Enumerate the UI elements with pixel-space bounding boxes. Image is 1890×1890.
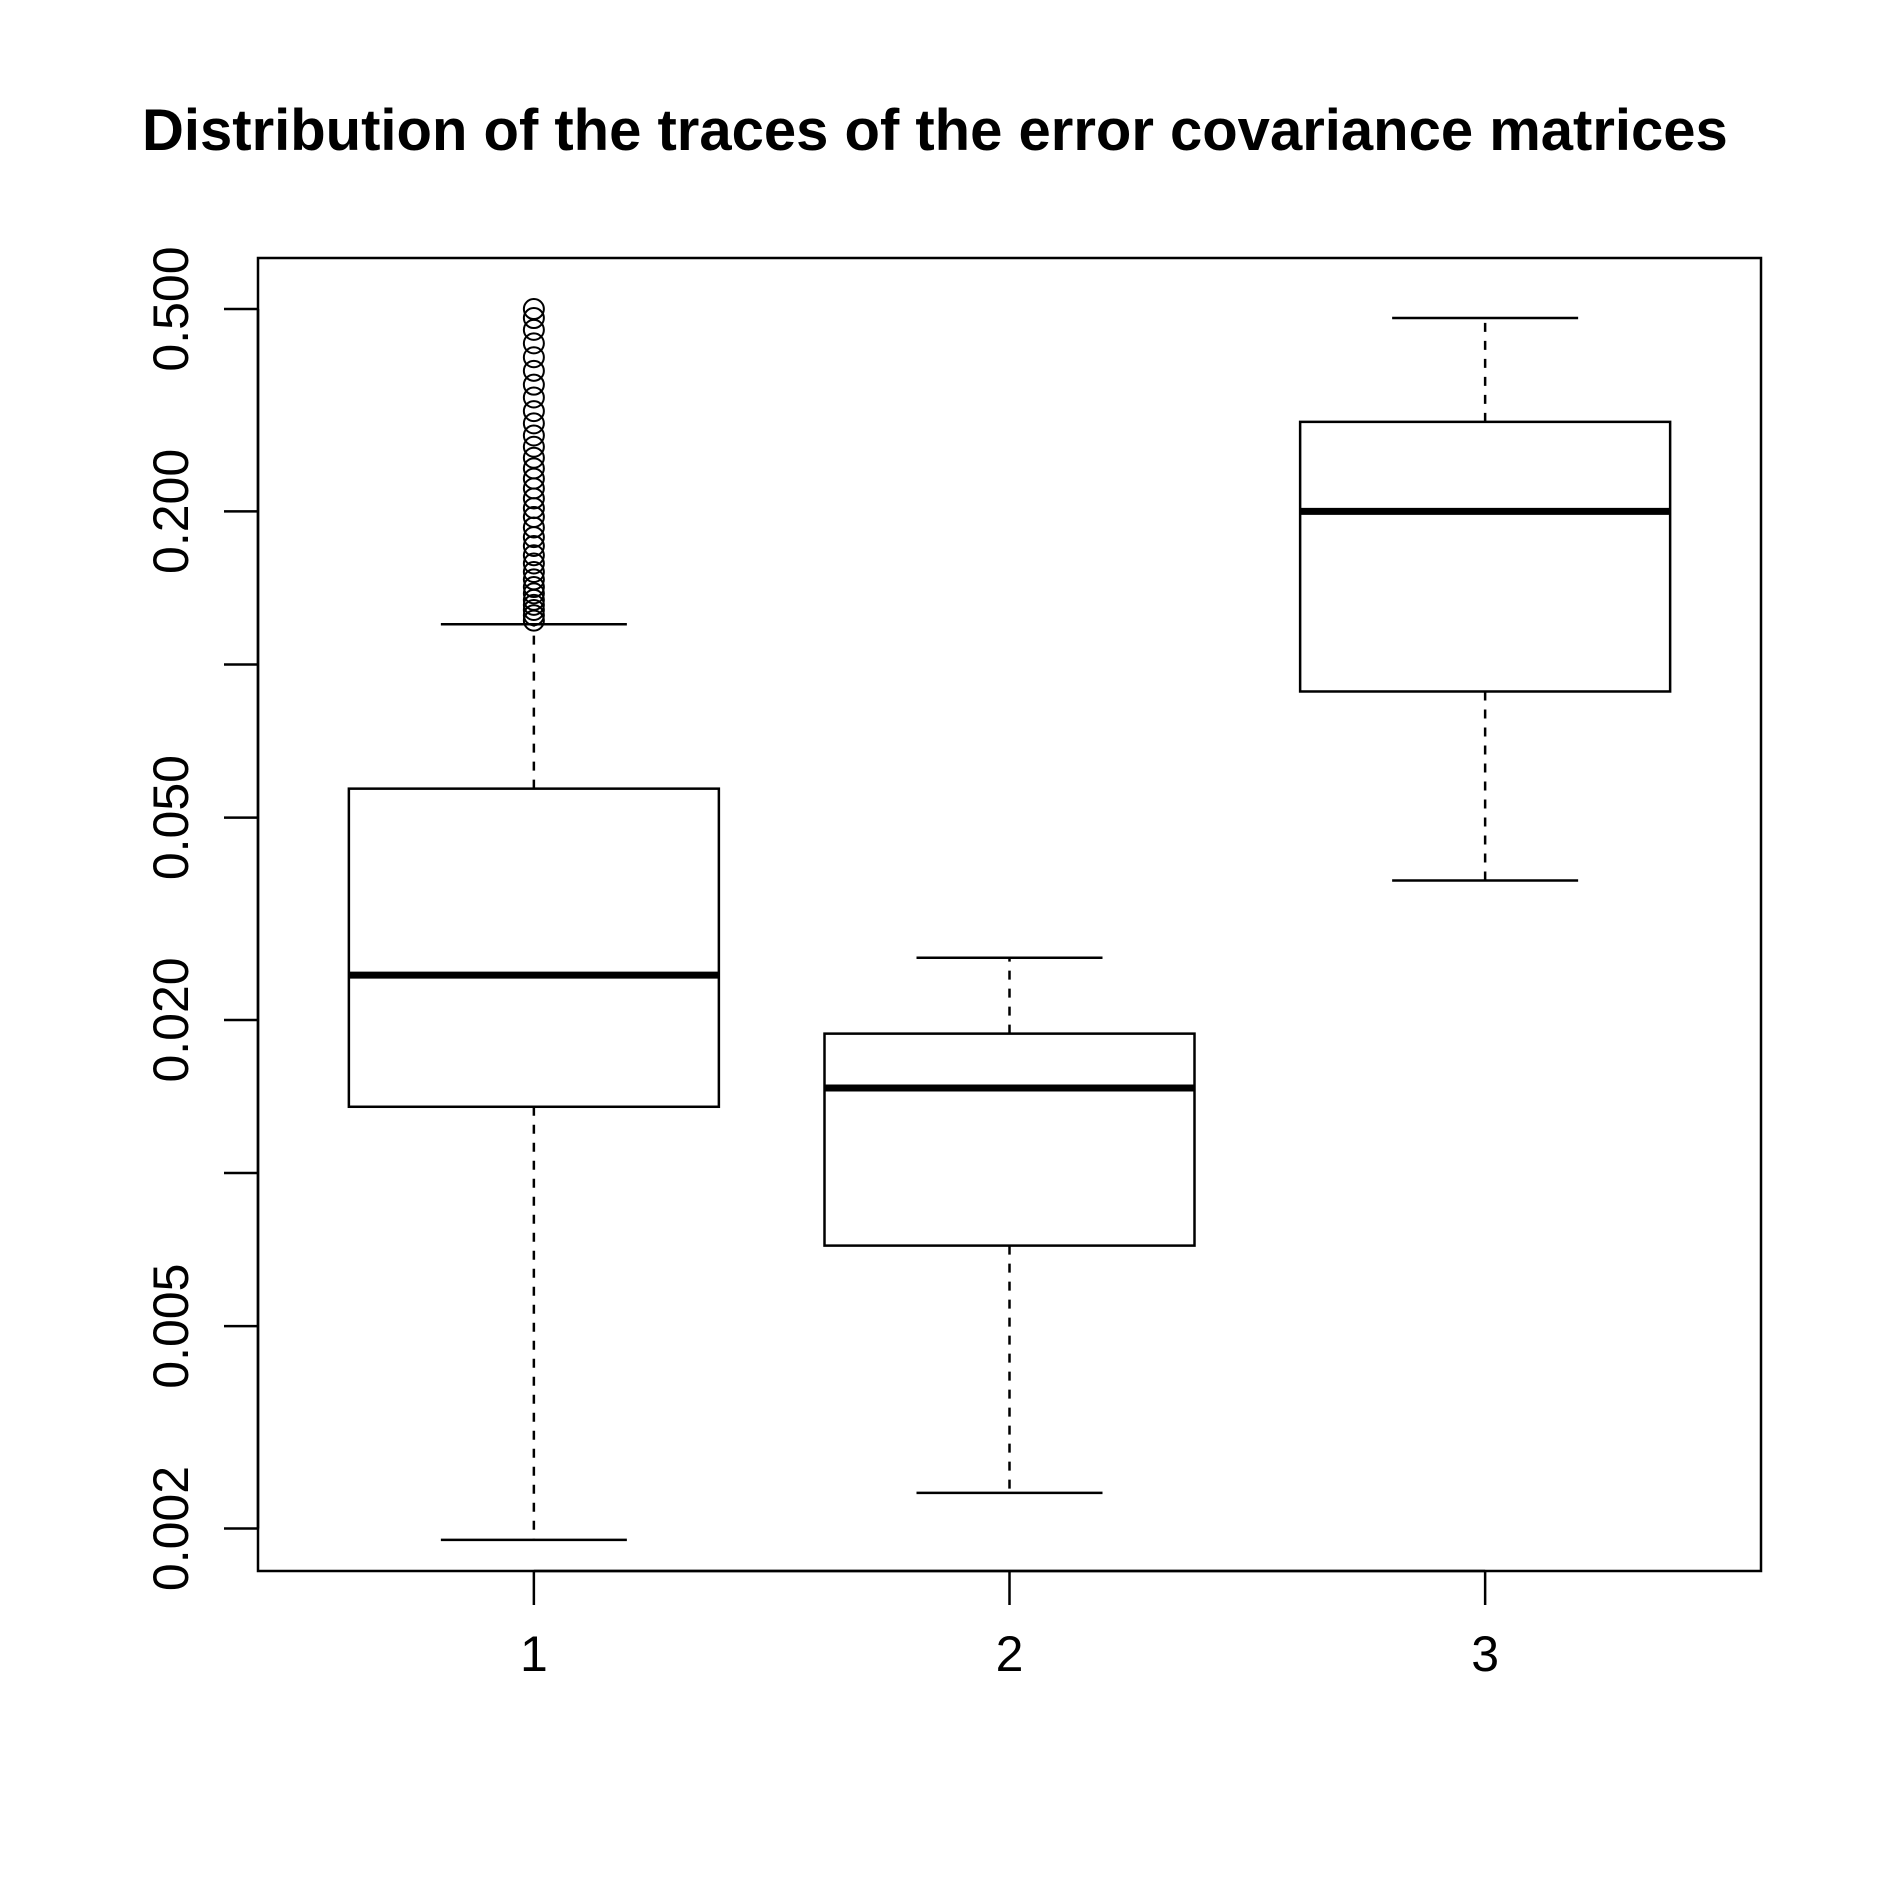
outlier-point: [522, 386, 545, 409]
x-tick-label: 2: [996, 1626, 1024, 1682]
chart-title: Distribution of the traces of the error …: [142, 98, 1728, 163]
outlier-point: [522, 435, 545, 458]
outlier-point: [522, 307, 545, 330]
outlier-point: [522, 535, 545, 558]
outlier-point: [522, 552, 545, 575]
outlier-point: [522, 506, 545, 529]
box-group-1: [347, 298, 721, 1542]
x-axis: 1 2 3: [520, 1569, 1499, 1682]
outlier-point: [522, 412, 545, 435]
outlier-point: [522, 373, 545, 396]
outlier-point: [522, 457, 545, 480]
outlier-point: [522, 604, 545, 627]
outlier-point: [522, 598, 545, 621]
y-tick-label: 0.005: [143, 1264, 199, 1389]
box-group-3: [1298, 316, 1672, 882]
y-tick-label: 0.500: [143, 246, 199, 371]
outlier-point: [522, 568, 545, 591]
boxes: [347, 298, 1672, 1542]
box-group-2: [823, 956, 1196, 1495]
iqr-box: [823, 1032, 1196, 1247]
iqr-box: [1298, 420, 1672, 693]
outlier-point: [522, 544, 545, 567]
y-tick-label: 0.002: [143, 1466, 199, 1591]
outlier-point: [522, 359, 545, 382]
outlier-point: [522, 593, 545, 616]
y-tick-label: 0.020: [143, 957, 199, 1082]
y-axis: 0.002 0.005 0.020 0.050 0.200 0.500: [143, 246, 260, 1591]
outlier-point: [522, 582, 545, 605]
outlier-point: [522, 561, 545, 584]
outlier-point: [522, 400, 545, 423]
x-tick-label: 3: [1471, 1626, 1499, 1682]
outlier-point: [522, 318, 545, 341]
outlier-point: [522, 298, 545, 321]
y-tick-label: 0.200: [143, 449, 199, 574]
outlier-point: [522, 346, 545, 369]
outlier-point: [522, 446, 545, 469]
outlier-point: [522, 332, 545, 355]
x-tick-label: 1: [520, 1626, 548, 1682]
outlier-point: [522, 424, 545, 447]
y-tick-label: 0.050: [143, 755, 199, 880]
iqr-box: [347, 787, 721, 1109]
outlier-point: [522, 576, 545, 599]
